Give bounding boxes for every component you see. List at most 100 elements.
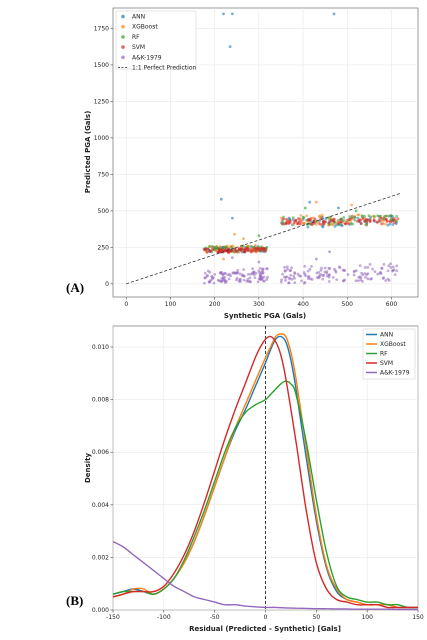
point-rf: [211, 244, 214, 248]
point-a-k-1979: [321, 277, 325, 281]
point-rf: [215, 246, 219, 249]
legend-label: RF: [380, 351, 388, 358]
point-a-k-1979: [346, 273, 350, 276]
point-a-k-1979: [395, 269, 399, 273]
point-a-k-1979: [386, 269, 390, 273]
point-a-k-1979: [238, 278, 242, 282]
point-svm: [368, 218, 372, 222]
point-rf: [373, 215, 376, 218]
point-ann: [306, 225, 310, 229]
point-a-k-1979: [222, 278, 225, 282]
point-rf: [249, 244, 253, 248]
point-a-k-1979: [331, 275, 335, 279]
density-line-rf: [112, 380, 419, 609]
point-rf: [384, 214, 388, 218]
point-xgboost: [350, 203, 354, 207]
point-xgboost: [350, 214, 354, 218]
point-svm: [379, 219, 382, 223]
panel-b-ytick-label: 0.002: [92, 554, 109, 561]
point-a-k-1979: [259, 277, 263, 281]
point-a-k-1979: [204, 276, 207, 280]
point-rf: [342, 218, 346, 222]
point-a-k-1979: [249, 272, 252, 276]
point-a-k-1979: [254, 271, 258, 275]
point-a-k-1979: [242, 278, 246, 282]
point-a-k-1979: [328, 266, 332, 270]
point-a-k-1979: [286, 267, 289, 271]
point-a-k-1979: [357, 275, 361, 279]
point-svm: [361, 217, 365, 220]
point-svm: [286, 219, 289, 223]
point-a-k-1979: [303, 264, 307, 268]
legend-label: A&K-1979: [380, 370, 410, 377]
panel-a-xtick-label: 600: [386, 301, 398, 308]
point-svm: [280, 222, 284, 226]
point-svm: [244, 247, 248, 251]
point-svm: [217, 247, 221, 251]
point-ann: [291, 218, 295, 222]
point-a-k-1979: [285, 265, 289, 269]
point-a-k-1979: [206, 274, 209, 277]
point-a-k-1979: [393, 273, 397, 277]
point-a-k-1979: [319, 268, 323, 272]
panel-b-xtick-label: 150: [412, 614, 424, 621]
panel-a-ytick-label: 0: [105, 281, 109, 288]
point-a-k-1979: [338, 266, 342, 270]
panel-a-xlabel: Synthetic PGA (Gals): [224, 312, 306, 320]
legend-marker: [121, 14, 125, 19]
point-rf: [365, 222, 369, 226]
point-svm: [288, 221, 292, 224]
density-line-svm: [112, 335, 418, 609]
point-a-k-1979: [323, 266, 327, 270]
point-a-k-1979: [219, 271, 223, 275]
point-svm: [205, 250, 209, 254]
point-a-k-1979: [317, 270, 321, 274]
point-a-k-1979: [335, 278, 339, 282]
point-a-k-1979: [223, 275, 227, 279]
point-a-k-1979: [354, 279, 358, 283]
point-xgboost: [279, 216, 283, 220]
point-a-k-1979: [216, 278, 220, 282]
point-a-k-1979: [233, 271, 236, 275]
point-rf: [230, 245, 234, 249]
panel-a-ytick-label: 1750: [94, 25, 109, 32]
point-xgboost: [357, 213, 361, 217]
panel-b-ticks: -150 -100 -50 0 50 100 150 0.000 0.002 0.004 0.006…: [92, 344, 424, 621]
legend-marker: [121, 55, 125, 60]
panel-b-xtick-label: -100: [157, 614, 171, 621]
point-rf: [208, 245, 211, 248]
point-a-k-1979: [209, 278, 213, 282]
point-a-k-1979: [366, 266, 370, 269]
point-xgboost: [302, 221, 306, 225]
point-svm: [247, 249, 251, 252]
point-svm: [385, 220, 389, 223]
point-a-k-1979: [229, 274, 232, 278]
point-ann: [230, 216, 234, 220]
point-xgboost: [345, 218, 348, 222]
point-a-k-1979: [261, 268, 265, 271]
point-svm: [391, 217, 395, 220]
point-a-k-1979: [363, 266, 367, 269]
point-svm: [330, 218, 334, 222]
point-a-k-1979: [328, 273, 331, 277]
point-svm: [250, 249, 254, 253]
panel-b-label: (B): [66, 593, 83, 608]
point-xgboost: [222, 257, 225, 261]
point-a-k-1979: [364, 275, 367, 279]
point-a-k-1979: [235, 276, 239, 280]
point-xgboost: [317, 215, 321, 219]
point-ann: [308, 200, 312, 204]
point-svm: [282, 217, 286, 221]
point-rf: [354, 209, 358, 213]
point-a-k-1979: [320, 266, 323, 270]
point-a-k-1979: [207, 280, 211, 284]
point-a-k-1979: [256, 280, 260, 284]
legend-label: ANN: [380, 332, 393, 339]
point-a-k-1979: [352, 273, 356, 277]
point-svm: [359, 218, 363, 222]
point-a-k-1979: [202, 281, 206, 285]
point-svm: [255, 246, 259, 250]
point-a-k-1979: [265, 278, 269, 281]
point-a-k-1979: [288, 277, 292, 281]
